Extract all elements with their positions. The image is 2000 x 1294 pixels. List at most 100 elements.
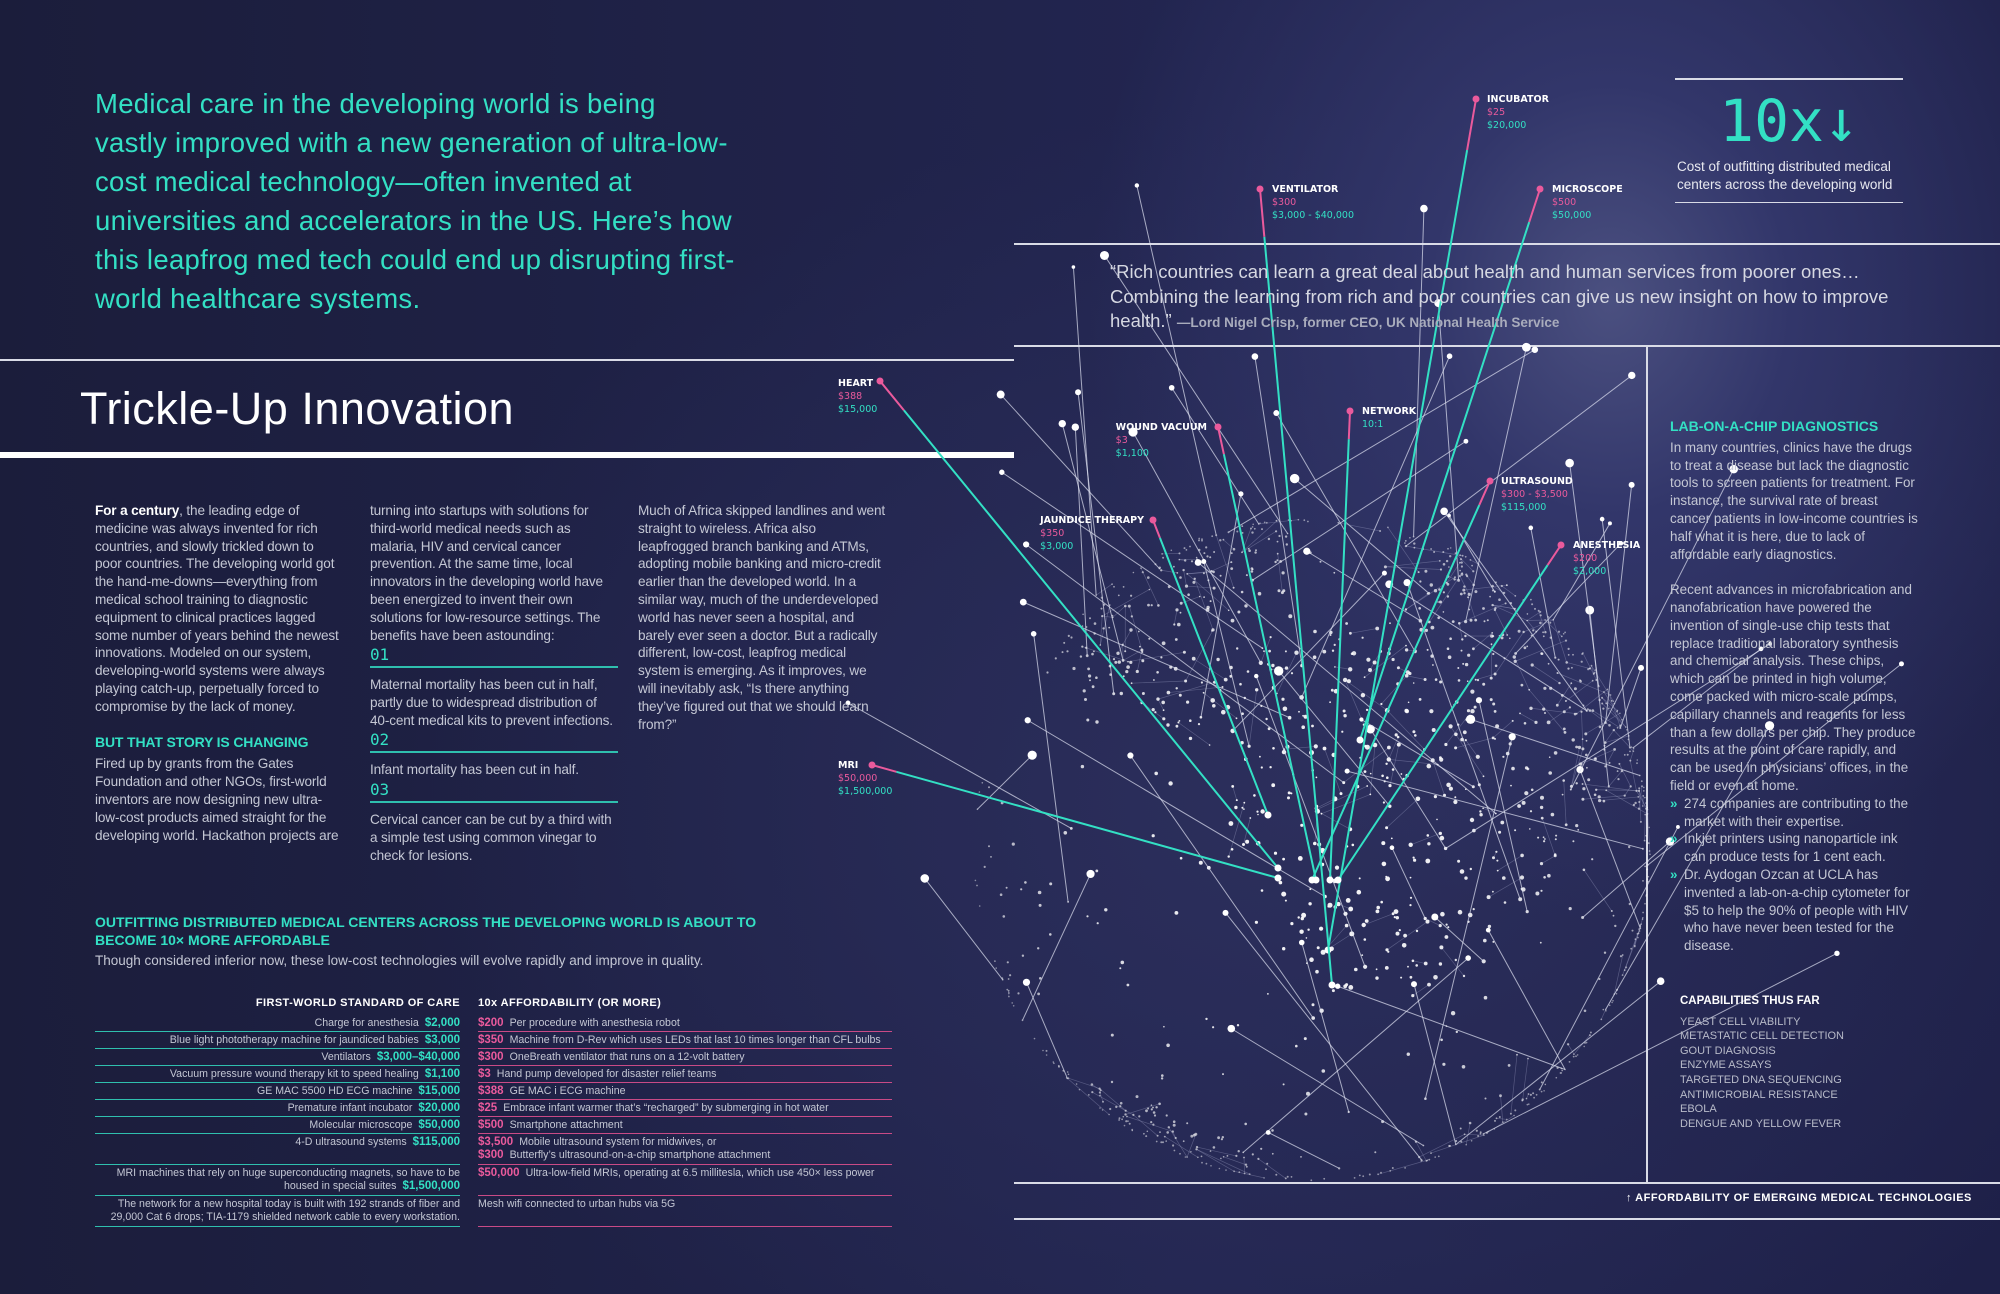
globe-dot (1139, 645, 1141, 648)
globe-dot (1271, 1152, 1274, 1155)
globe-dot (1380, 702, 1383, 706)
globe-dot (1587, 778, 1591, 782)
globe-dot (1454, 746, 1458, 750)
globe-dot (1126, 1115, 1128, 1118)
globe-dot (1385, 826, 1389, 830)
globe-dot (1141, 651, 1144, 653)
globe-dot (1245, 1165, 1248, 1168)
globe-dot (1173, 1149, 1176, 1152)
globe-dot (1591, 679, 1594, 682)
globe-dot (1567, 647, 1570, 651)
globe-dot (1409, 904, 1412, 907)
globe-dot (1251, 526, 1254, 528)
sidebar-paragraph: Recent advances in microfabrication and … (1670, 582, 1916, 793)
globe-dot (1364, 744, 1370, 750)
globe-dot (1521, 1099, 1524, 1102)
globe-dot (1566, 1043, 1570, 1046)
globe-dot (1459, 592, 1463, 596)
mesh-line (1369, 744, 1376, 795)
capability-item: DENGUE AND YELLOW FEVER (1680, 1117, 1842, 1130)
globe-dot (1188, 736, 1193, 741)
feature-base-dot (1356, 736, 1364, 744)
spike-end-dot (1194, 559, 1202, 566)
globe-dot (1306, 1091, 1310, 1096)
globe-dot (1482, 607, 1485, 610)
globe-label-wound-vacuum: WOUND VACUUM $3 $1,100 (1116, 421, 1207, 460)
spike-end-dot (1420, 204, 1428, 213)
table-row-affordable: $500 Smartphone attachment (478, 1117, 892, 1134)
globe-dot (1645, 893, 1648, 896)
globe-dot (1163, 1025, 1165, 1028)
globe-dot (1543, 1090, 1545, 1092)
globe-dot (1470, 689, 1475, 694)
mesh-line (1647, 809, 1651, 855)
globe-dot (1366, 657, 1371, 662)
feature-base-dot (1334, 876, 1342, 884)
globe-dot (1437, 1155, 1440, 1158)
globe-dot (1593, 757, 1597, 761)
globe-dot (1493, 710, 1497, 713)
affordable-option: $300 OneBreath ventilator that runs on a … (478, 1051, 892, 1064)
globe-dot (1629, 759, 1632, 762)
globe-dot (1404, 608, 1408, 611)
globe-dot (1404, 540, 1407, 542)
globe-dot (1095, 676, 1098, 679)
mesh-line (1492, 604, 1515, 610)
globe-dot (1514, 1109, 1517, 1112)
globe-dot (1631, 929, 1634, 932)
mesh-line (1565, 680, 1593, 702)
spike-end-dot (1463, 438, 1469, 444)
globe-dot (1568, 907, 1572, 911)
mesh-line (1344, 679, 1365, 725)
mesh-line (1528, 689, 1566, 733)
globe-dot (1542, 631, 1544, 634)
feature-line-standard (1359, 221, 1531, 741)
label-name: NETWORK (1362, 406, 1417, 417)
globe-dot (1430, 548, 1432, 550)
label-low-cost: $350 (1040, 528, 1065, 539)
mesh-line (1125, 1103, 1160, 1115)
globe-dot (1172, 1144, 1175, 1147)
feature-tip-dot (1346, 407, 1354, 415)
globe-dot (1162, 1141, 1164, 1144)
globe-dot (1440, 1038, 1443, 1042)
feature-line-standard (896, 770, 1279, 879)
globe-dot (1637, 796, 1640, 798)
globe-dot (1494, 607, 1497, 610)
affordable-description: Machine from D-Rev which uses LEDs that … (509, 1034, 881, 1046)
globe-dot (1449, 637, 1452, 640)
affordable-price: $388 (478, 1085, 504, 1097)
spike-line (1077, 392, 1115, 694)
globe-dot (1532, 629, 1535, 632)
globe-dot (1329, 701, 1331, 704)
globe-dot (1247, 744, 1251, 748)
globe-dot (1113, 585, 1115, 588)
spike-line (1171, 387, 1260, 525)
spike-end-dot (1303, 547, 1311, 555)
globe-dot (1155, 1106, 1158, 1109)
label-low-cost: $300 (1272, 197, 1297, 208)
globe-dot (1235, 717, 1238, 720)
globe-dot (1257, 813, 1259, 816)
globe-dot (1141, 571, 1144, 574)
spike-end-dot (1265, 1130, 1271, 1135)
globe-dot (1261, 528, 1263, 531)
globe-dot (1445, 559, 1449, 563)
globe-dot (1520, 853, 1524, 858)
globe-dot (1166, 1043, 1170, 1048)
globe-dot (1375, 976, 1379, 980)
divider-sidebar-vertical (1646, 345, 1648, 1183)
globe-dot (1150, 604, 1153, 607)
mesh-line (1596, 789, 1640, 791)
globe-dot (1500, 636, 1504, 640)
spike-end-dot (1019, 598, 1027, 606)
affordable-option: $350 Machine from D-Rev which uses LEDs t… (478, 1034, 892, 1047)
globe-dot (1598, 799, 1602, 803)
globe-dot (1641, 918, 1644, 920)
globe-dot (1241, 525, 1244, 527)
globe-dot (1562, 727, 1566, 731)
mesh-line (1350, 628, 1378, 634)
spike-line (1443, 510, 1588, 712)
spike-line (1539, 826, 1679, 1090)
globe-dot (1585, 739, 1588, 742)
